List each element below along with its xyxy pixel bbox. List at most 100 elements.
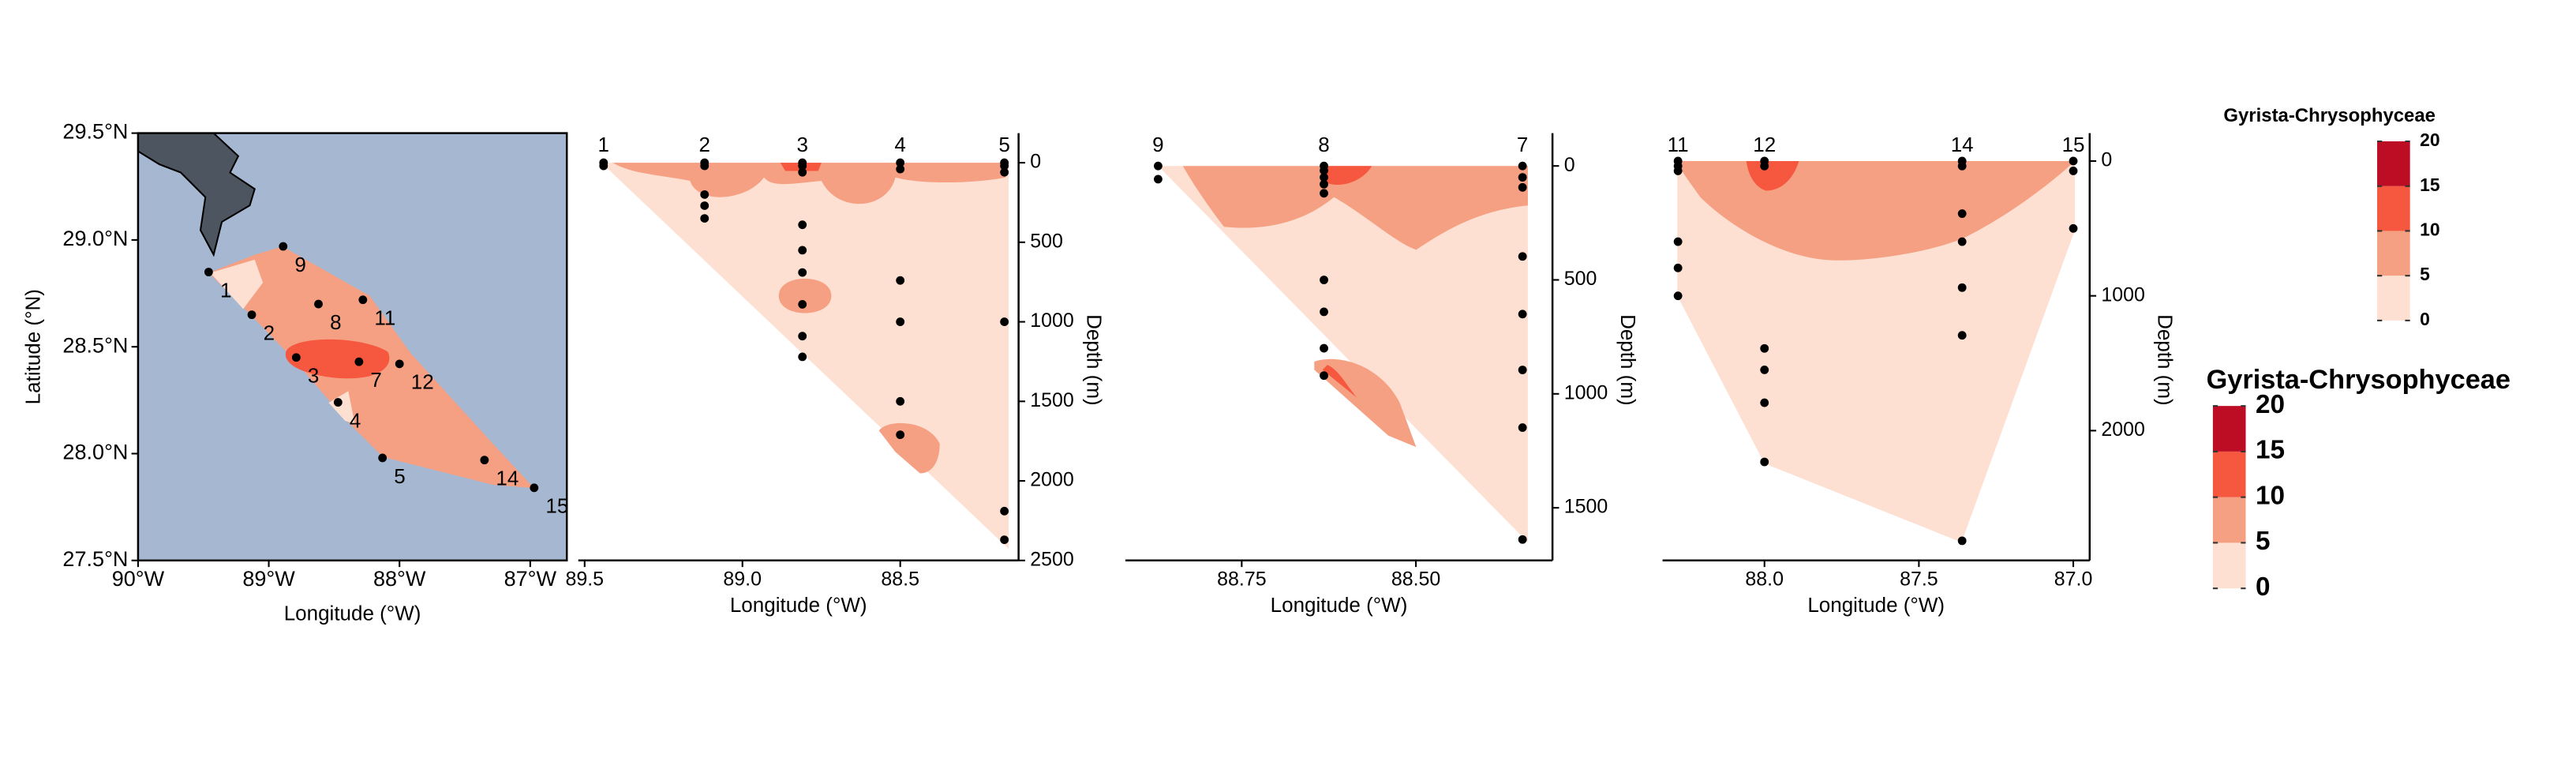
station <box>530 483 539 493</box>
contour-band <box>285 339 390 379</box>
x-tick-label: 88.50 <box>1391 568 1440 590</box>
station <box>358 295 368 305</box>
station <box>279 242 288 251</box>
sample <box>1154 161 1163 171</box>
x-tick-label: 90°W <box>112 567 165 591</box>
y-tick-label: 1000 <box>1030 310 1074 332</box>
contour-band <box>1322 365 1357 398</box>
station-label: 15 <box>545 494 568 518</box>
sample <box>1760 398 1769 407</box>
sample <box>1320 343 1328 353</box>
sample <box>798 268 807 277</box>
y-tick-label: 2500 <box>1030 548 1074 570</box>
y-tick-label: 29.5°N <box>62 120 128 144</box>
y-tick-label: 0 <box>1564 154 1575 176</box>
station-label: 2 <box>699 133 710 156</box>
station-label: 5 <box>998 133 1009 156</box>
sample <box>1518 535 1527 544</box>
station-label: 3 <box>796 133 807 156</box>
legend-label: 15 <box>2420 174 2440 195</box>
legend-label: 5 <box>2420 264 2430 284</box>
station <box>378 453 388 463</box>
station-label: 9 <box>294 253 305 276</box>
sample <box>1957 283 1967 292</box>
contour-band <box>778 278 832 313</box>
contour-band <box>878 422 940 474</box>
sample <box>1320 173 1328 182</box>
station-label: 11 <box>374 306 395 330</box>
station <box>247 310 256 320</box>
station <box>204 268 213 276</box>
sample <box>1518 366 1527 374</box>
station-label: 14 <box>496 466 519 490</box>
legend-band <box>2377 141 2410 186</box>
sample <box>1154 174 1163 184</box>
legend-band <box>2212 451 2246 497</box>
sample <box>1760 343 1769 353</box>
sample <box>1673 166 1683 175</box>
sample <box>1518 423 1527 432</box>
x-axis-title: Longitude (°W) <box>284 601 421 625</box>
sample <box>798 167 807 177</box>
sample <box>798 299 807 309</box>
station <box>354 357 364 366</box>
y-tick-label: 1000 <box>2101 283 2145 306</box>
station <box>291 353 301 362</box>
contour-band <box>1322 166 1372 185</box>
contour-band <box>1182 166 1528 250</box>
sample <box>700 214 710 223</box>
x-tick-label: 89.5 <box>565 568 604 590</box>
y-axis-title: Depth (m) <box>1616 314 1640 406</box>
y-tick-label: 0 <box>2101 149 2112 171</box>
contour-band <box>210 259 264 310</box>
sample <box>2069 166 2078 175</box>
y-tick-label: 1000 <box>1564 381 1608 403</box>
legend-label: 5 <box>2256 527 2271 556</box>
station <box>395 359 404 369</box>
legend-band <box>2212 497 2246 543</box>
station-label: 7 <box>370 368 381 392</box>
x-tick-label: 87.0 <box>2054 568 2093 590</box>
y-tick-label: 2000 <box>1030 469 1074 491</box>
y-tick-label: 1500 <box>1564 496 1608 518</box>
sample <box>896 158 905 167</box>
sample <box>1957 161 1967 171</box>
sample <box>599 161 608 171</box>
station-label: 12 <box>411 370 434 394</box>
legend-label: 20 <box>2420 129 2439 150</box>
station-label: 14 <box>1951 133 1974 156</box>
sample <box>1760 365 1769 374</box>
station-label: 9 <box>1152 133 1163 156</box>
legend-band <box>2377 231 2410 276</box>
station-label: 11 <box>1668 133 1689 156</box>
station-label: 1 <box>220 278 231 302</box>
station <box>480 456 489 465</box>
y-tick-label: 500 <box>1564 268 1597 290</box>
sample <box>1000 161 1009 171</box>
legend-label: 0 <box>2420 309 2430 329</box>
legend-band <box>2212 406 2246 452</box>
sample <box>1518 173 1527 182</box>
sample <box>1320 189 1328 198</box>
legend-label: 0 <box>2256 572 2271 602</box>
station-label: 8 <box>1318 133 1329 156</box>
station <box>333 398 343 407</box>
x-tick-label: 88.0 <box>1745 568 1784 590</box>
sample <box>1957 331 1967 340</box>
sample <box>1320 276 1328 284</box>
sample <box>1518 252 1527 261</box>
contour-band <box>612 163 1005 205</box>
sample <box>1518 182 1527 192</box>
sample <box>1957 536 1967 546</box>
sample <box>1320 307 1328 317</box>
land <box>137 132 256 257</box>
station <box>314 299 323 309</box>
sample <box>1320 166 1328 175</box>
y-axis-title: Depth (m) <box>1082 314 1106 406</box>
legend-label: 10 <box>2256 481 2285 510</box>
x-tick-label: 88.75 <box>1217 568 1266 590</box>
x-tick-label: 87.5 <box>1900 568 1938 590</box>
sample <box>1518 161 1527 171</box>
station-label: 1 <box>598 133 609 156</box>
sample <box>700 161 710 171</box>
